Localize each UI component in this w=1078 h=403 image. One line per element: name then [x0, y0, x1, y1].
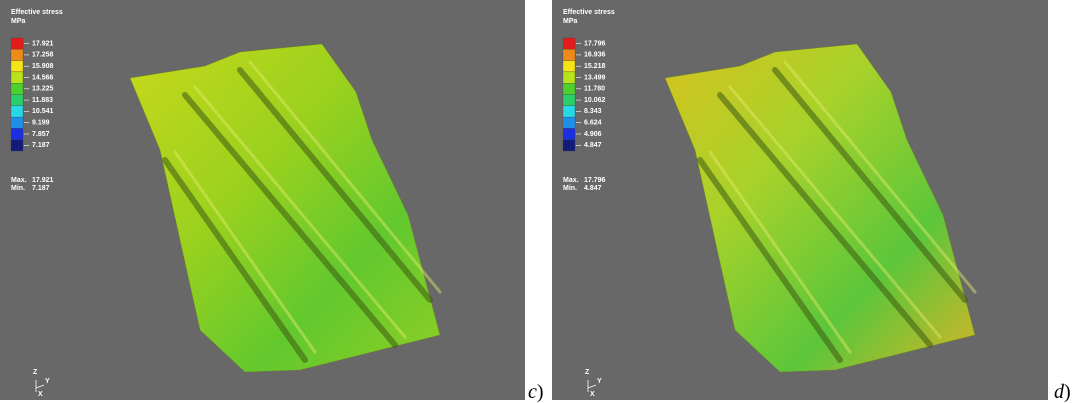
legend-level: 13.499 — [584, 74, 606, 81]
legend-swatch — [563, 38, 575, 49]
legend-level: 11.883 — [32, 97, 53, 104]
axis-x-label: X — [590, 391, 595, 398]
legend-swatch — [11, 49, 23, 60]
legend-level: 16.936 — [584, 52, 606, 59]
legend-level: 15.218 — [584, 63, 606, 70]
legend-level: 4.906 — [584, 131, 602, 138]
legend-level: 6.624 — [584, 120, 602, 127]
legend-swatch — [563, 83, 575, 94]
min-value: 4.847 — [584, 185, 602, 192]
max-value: 17.921 — [32, 177, 54, 184]
legend-level: 7.187 — [32, 142, 50, 149]
legend-title: Effective stress — [11, 9, 63, 16]
min-value: 7.187 — [32, 185, 50, 192]
legend-level: 9.199 — [32, 120, 50, 127]
axis-z-label: Z — [33, 369, 38, 376]
legend-title: Effective stress — [563, 9, 615, 16]
legend-swatch — [11, 38, 23, 49]
legend-swatch — [11, 61, 23, 72]
legend-swatch — [11, 140, 23, 151]
min-label: Min. — [563, 185, 577, 192]
axis-x-label: X — [38, 391, 43, 398]
axis-y-label: Y — [45, 378, 50, 385]
legend-level: 17.921 — [32, 40, 54, 47]
legend-level: 17.796 — [584, 40, 606, 47]
legend-swatch — [11, 117, 23, 128]
legend-level: 10.062 — [584, 97, 606, 104]
legend-level: 11.780 — [584, 86, 605, 93]
viewport-panel: Effective stress MPa 17.921 17.258 15.908 14.… — [0, 0, 544, 403]
legend-swatch — [563, 128, 575, 139]
caption-paren: ) — [537, 381, 544, 403]
legend-swatch — [563, 49, 575, 60]
legend-swatch — [563, 72, 575, 83]
legend-swatch — [11, 106, 23, 117]
legend-level: 7.857 — [32, 131, 50, 138]
figure: Effective stress MPa 17.921 17.258 15.908 14.… — [0, 0, 1078, 403]
legend-swatch — [11, 83, 23, 94]
axis-z-label: Z — [585, 369, 590, 376]
panel-caption: c) — [528, 381, 544, 403]
legend-swatch — [11, 128, 23, 139]
viewport-panel: Effective stress MPa 17.796 16.936 15.218 13.… — [552, 0, 1071, 403]
caption-letter: c — [528, 381, 537, 403]
legend-swatch — [563, 140, 575, 151]
legend-swatch — [563, 106, 575, 117]
legend-level: 14.566 — [32, 74, 54, 81]
legend-swatch — [563, 117, 575, 128]
min-label: Min. — [11, 185, 25, 192]
caption-paren: ) — [1064, 381, 1071, 403]
legend-swatch — [563, 95, 575, 106]
legend-unit: MPa — [11, 18, 26, 25]
legend-level: 17.258 — [32, 52, 54, 59]
max-label: Max. — [11, 177, 27, 184]
legend-level: 15.908 — [32, 63, 54, 70]
legend-level: 8.343 — [584, 108, 602, 115]
legend-level: 10.541 — [32, 108, 54, 115]
legend-swatch — [563, 61, 575, 72]
max-value: 17.796 — [584, 177, 606, 184]
legend-swatch — [11, 72, 23, 83]
legend-swatch — [11, 95, 23, 106]
axis-y-label: Y — [597, 378, 602, 385]
legend-unit: MPa — [563, 18, 578, 25]
panel-caption: d) — [1054, 381, 1071, 403]
max-label: Max. — [563, 177, 579, 184]
legend-level: 13.225 — [32, 86, 54, 93]
legend-level: 4.847 — [584, 142, 602, 149]
